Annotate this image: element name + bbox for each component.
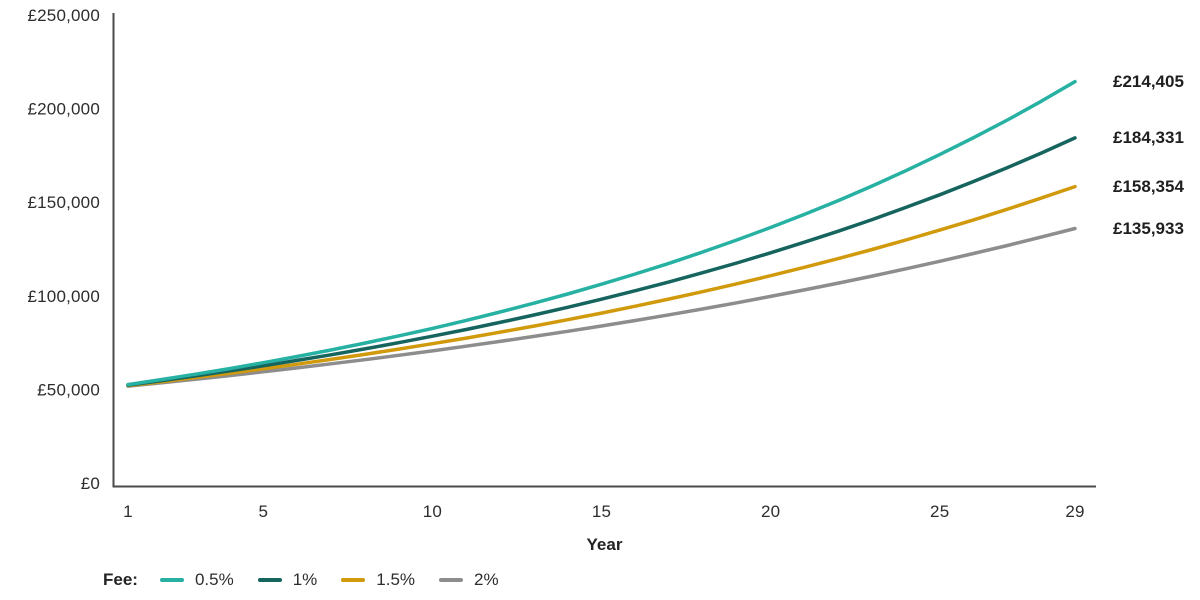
legend-label: 1.5%	[376, 570, 416, 589]
x-axis-title: Year	[586, 535, 623, 554]
legend: Fee: 0.5% 1% 1.5% 2%	[103, 569, 523, 591]
y-tick-label: £250,000	[27, 6, 100, 25]
y-tick-label: £150,000	[27, 193, 100, 212]
x-tick-label: 15	[592, 502, 611, 521]
end-value-label-1.5pct: £158,354	[1113, 176, 1184, 196]
end-value-label-2pct: £135,933	[1113, 218, 1184, 238]
x-tick-label: 10	[423, 502, 442, 521]
x-tick-label: 20	[761, 502, 780, 521]
legend-swatch-0.5pct-icon	[159, 578, 184, 582]
y-tick-label: £100,000	[27, 287, 100, 306]
legend-swatch-1.5pct-icon	[341, 578, 366, 582]
series-line-1.5%	[126, 184, 1077, 388]
legend-title: Fee:	[103, 570, 138, 589]
legend-item-1.5pct: 1.5%	[341, 570, 415, 590]
legend-swatch-2pct-icon	[439, 578, 464, 582]
x-tick-label: 5	[258, 502, 268, 521]
x-tick-label: 1	[123, 502, 133, 521]
end-value-label-0.5pct: £214,405	[1113, 71, 1184, 91]
x-tick-label: 25	[930, 502, 949, 521]
legend-label: 0.5%	[194, 570, 234, 589]
y-tick-label: £50,000	[37, 380, 100, 399]
legend-item-1pct: 1%	[257, 570, 318, 590]
x-tick-label: 29	[1065, 502, 1084, 521]
legend-label: 1%	[292, 570, 318, 589]
y-tick-label: £200,000	[27, 100, 100, 119]
y-tick-label: £0	[81, 474, 100, 493]
series-line-2%	[126, 226, 1077, 388]
legend-swatch-1pct-icon	[257, 578, 282, 582]
legend-item-0.5pct: 0.5%	[159, 570, 234, 590]
legend-label: 2%	[474, 570, 499, 589]
end-value-label-1pct: £184,331	[1113, 127, 1184, 147]
series-line-1%	[126, 136, 1077, 387]
series-line-0.5%	[126, 79, 1077, 387]
legend-item-2pct: 2%	[439, 570, 499, 590]
